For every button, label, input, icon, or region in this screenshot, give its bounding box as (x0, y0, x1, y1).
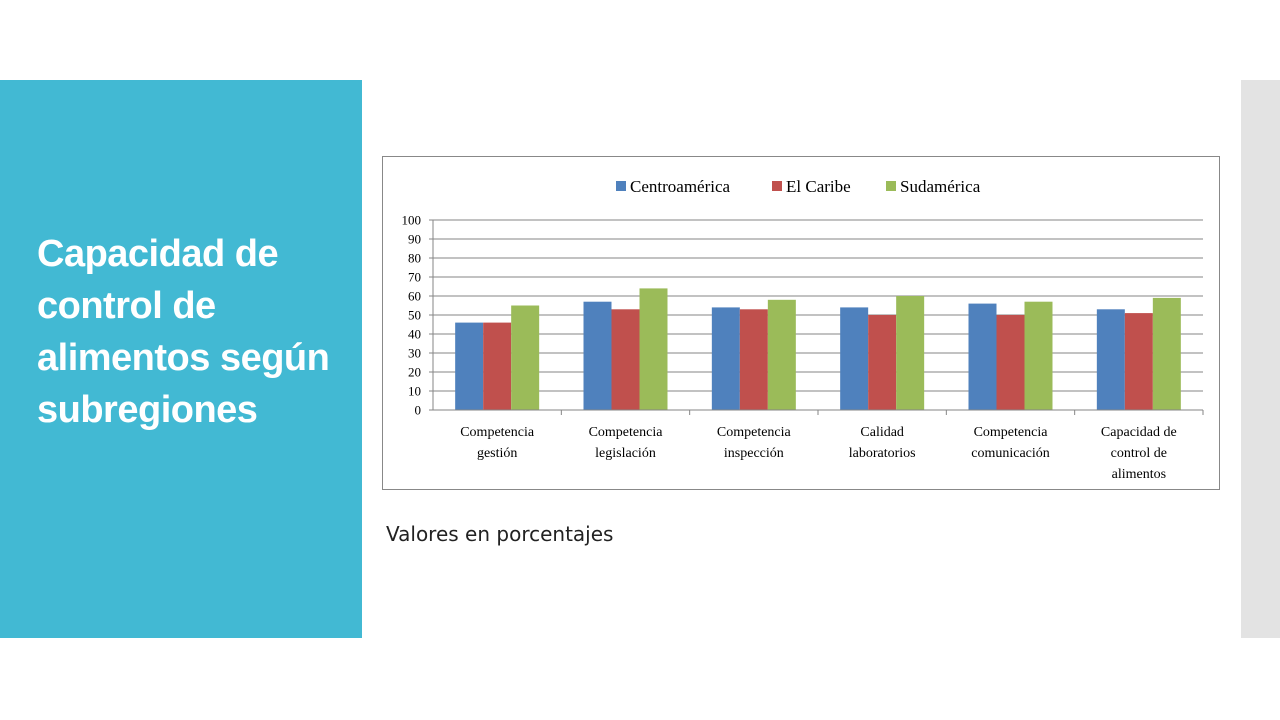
x-tick-label: Competencia gestión (460, 425, 535, 461)
x-tick-label: Competencia comunicación (971, 425, 1050, 461)
bar (1024, 301, 1053, 410)
bar (896, 296, 925, 410)
x-tick-label: Capacidad de control de alimentos (1101, 425, 1177, 482)
bar (739, 309, 768, 410)
bar-chart: 0 10 20 30 40 50 60 70 80 90 100 Competencia gestión… (402, 177, 1204, 482)
legend-swatch (886, 181, 896, 191)
x-tick-label: Competencia legislación (589, 425, 664, 461)
y-tick-label: 40 (408, 327, 421, 342)
x-tick-label: Calidad laboratorios (849, 425, 916, 461)
y-tick-label: 0 (415, 403, 422, 418)
bar (511, 305, 540, 410)
legend-label: Centroamérica (630, 177, 731, 196)
title-panel (0, 80, 362, 638)
bar (767, 299, 796, 410)
legend-swatch (616, 181, 626, 191)
y-tick-label: 30 (408, 346, 421, 361)
side-strip (1241, 80, 1280, 638)
chart-container: 0 10 20 30 40 50 60 70 80 90 100 Competencia gestión… (382, 156, 1220, 490)
legend-label: Sudamérica (900, 177, 981, 196)
bar (996, 315, 1025, 410)
y-tick-label: 20 (408, 365, 421, 380)
y-tick-label: 10 (408, 384, 421, 399)
chart-caption: Valores en porcentajes (386, 522, 614, 546)
legend-swatch (772, 181, 782, 191)
bar (455, 322, 484, 410)
bar (583, 301, 612, 410)
y-tick-label: 50 (408, 308, 421, 323)
bar (968, 303, 997, 410)
bar (611, 309, 640, 410)
y-tick-label: 90 (408, 232, 421, 247)
y-tick-label: 100 (402, 213, 422, 228)
x-tick-label: Competencia inspección (717, 425, 792, 461)
y-tick-label: 70 (408, 270, 421, 285)
y-tick-label: 80 (408, 251, 421, 266)
bar (1124, 313, 1153, 410)
bar (1152, 297, 1181, 410)
bar (483, 322, 512, 410)
bar (639, 288, 668, 410)
bar (711, 307, 740, 410)
legend-label: El Caribe (786, 177, 851, 196)
bar (840, 307, 869, 410)
bar (868, 315, 897, 410)
bar (1096, 309, 1125, 410)
slide-title: Capacidad de control de alimentos según … (37, 233, 330, 431)
y-tick-label: 60 (408, 289, 421, 304)
